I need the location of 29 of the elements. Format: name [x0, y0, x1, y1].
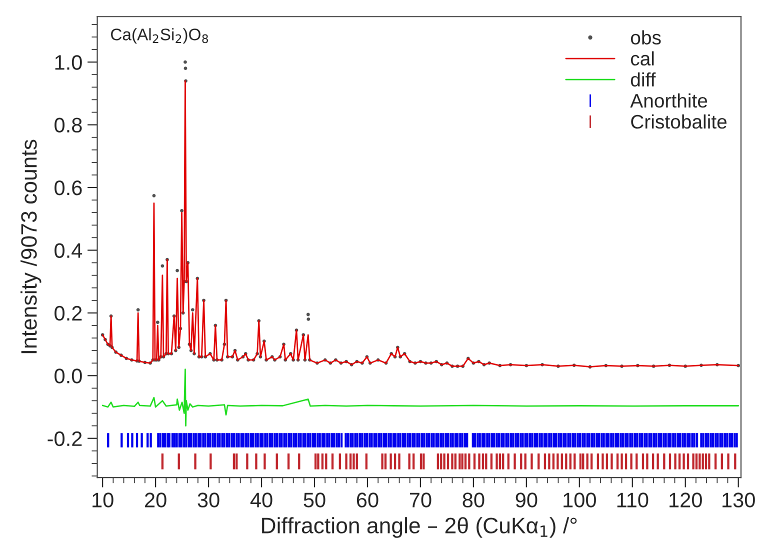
- x-tick-label: 60: [356, 492, 378, 508]
- x-tick-label: 50: [304, 492, 326, 508]
- x-tick-label: 30: [198, 492, 220, 508]
- x-tick-label: 40: [250, 492, 272, 508]
- y-tick-label: 1.0: [55, 55, 82, 70]
- legend-label: obs: [630, 30, 661, 45]
- x-tick-label: 120: [670, 492, 702, 508]
- y-tick-label: 0.4: [54, 243, 82, 258]
- x-tick-label: 110: [617, 492, 648, 508]
- x-tick-label: 130: [722, 492, 755, 508]
- y-axis-title: Intensity /9073 counts: [20, 140, 42, 354]
- y-tick-label: 0.6: [54, 180, 82, 196]
- x-tick-label: 20: [145, 492, 166, 508]
- x-tick-label: 10: [92, 492, 114, 508]
- legend-label: Anorthite: [630, 93, 708, 108]
- line-series: [102, 368, 740, 427]
- legend-label: Cristobalite: [631, 114, 727, 129]
- y-tick-label: 0.0: [54, 368, 82, 384]
- y-tick-label: 0.2: [54, 306, 82, 321]
- legend-label: cal: [630, 51, 654, 66]
- x-tick-label: 90: [516, 492, 538, 508]
- legend-label: diff: [630, 72, 656, 87]
- x-axis-title: Diffraction angle – 2θ (CuKα$_{1}$) /°: [262, 517, 577, 538]
- annotation: Ca(Al$_{2}$Si$_{2}$)O$_{8}$: [111, 28, 208, 44]
- y-tick-label: -0.2: [48, 431, 82, 446]
- x-tick-label: 80: [462, 492, 484, 508]
- x-tick-label: 100: [564, 492, 596, 508]
- y-tick-label: 0.8: [54, 118, 82, 133]
- x-tick-label: 70: [410, 492, 432, 508]
